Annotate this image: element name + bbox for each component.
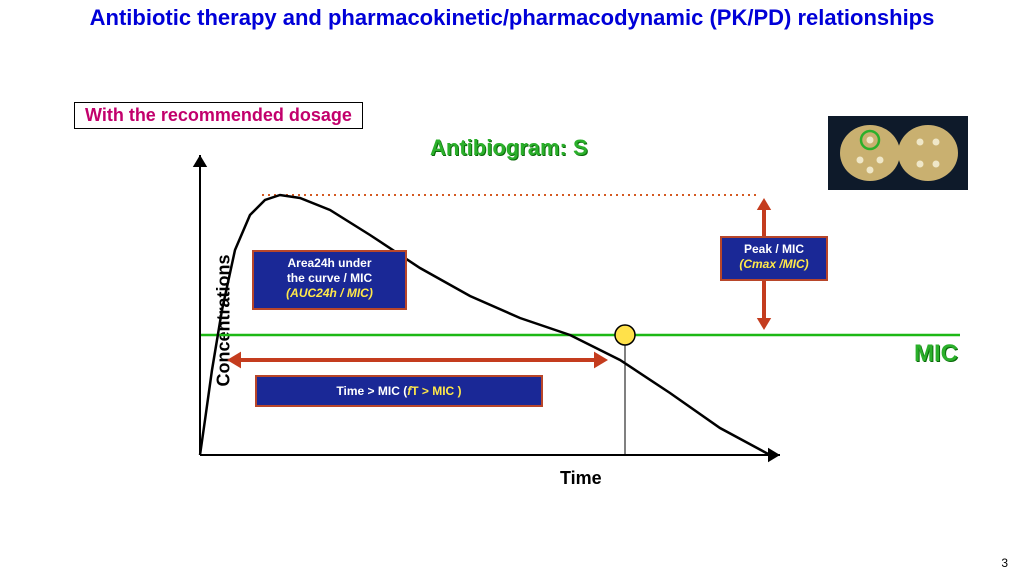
- time-above-mic-box: Time > MIC ( f T > MIC ): [255, 375, 543, 407]
- peak-mic-box: Peak / MIC (Cmax /MIC): [720, 236, 828, 281]
- area-under-curve-box: Area24h under the curve / MIC (AUC24h / …: [252, 250, 407, 310]
- time-box-post: T > MIC ): [411, 384, 461, 399]
- peak-box-line1: Peak / MIC: [744, 242, 804, 256]
- area-box-line1: Area24h under: [287, 256, 371, 270]
- time-box-pre: Time > MIC (: [336, 384, 407, 399]
- area-box-line3: (AUC24h / MIC): [286, 286, 373, 300]
- petri-dish-image: [828, 116, 968, 190]
- page-number: 3: [1001, 556, 1008, 570]
- pk-pd-chart: [0, 0, 1024, 576]
- area-box-line2: the curve / MIC: [287, 271, 372, 285]
- peak-box-line2: (Cmax /MIC): [739, 257, 808, 271]
